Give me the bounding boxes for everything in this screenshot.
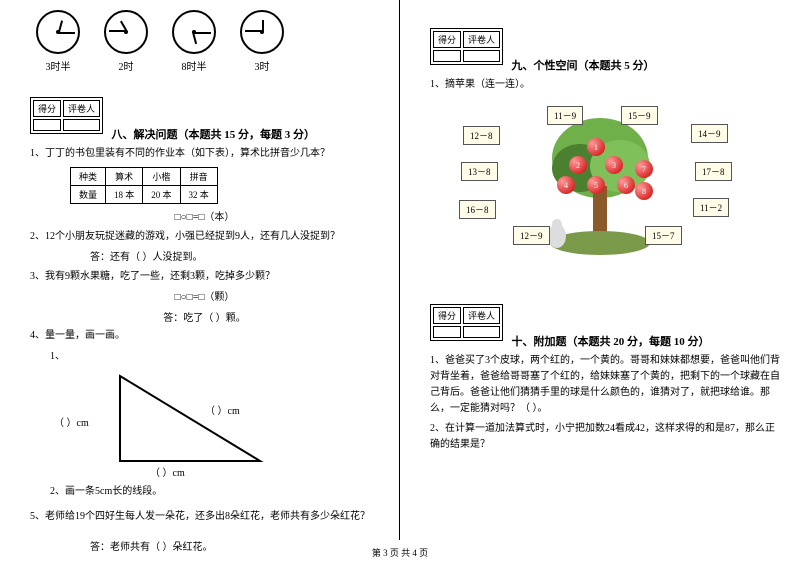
equation-box: 17－8 (695, 162, 732, 181)
apple-4: 4 (557, 176, 575, 194)
equation-box: 11－2 (693, 198, 729, 217)
clock-4: 3时 (240, 10, 284, 73)
q8-3-formula: □○□=□（颗） (30, 288, 379, 303)
left-column: 3时半 2时 8时半 3时 得分 评卷人 八、解决问题（本题共 15 (0, 0, 400, 540)
section-9-header: 得分 评卷人 九、个性空间（本题共 5 分） (430, 10, 780, 73)
q8-1-formula: □○□=□（本） (30, 208, 379, 223)
section-9-title: 九、个性空间（本题共 5 分） (512, 60, 655, 72)
q8-2: 2、12个小朋友玩捉迷藏的游戏，小强已经捉到9人，还有几人没捉到？ (30, 229, 379, 244)
triangle-svg (90, 366, 290, 471)
apple-8: 8 (635, 182, 653, 200)
section-10-title: 十、附加题（本题共 20 分，每题 10 分） (512, 336, 710, 348)
workbook-table: 种类 算术 小楷 拼音 数量 18 本 20 本 32 本 (70, 167, 218, 204)
q10-1: 1、爸爸买了3个皮球，两个红的，一个黄的。哥哥和妹妹都想要，爸爸叫他们背对背坐着… (430, 353, 780, 417)
clock-label: 3时半 (36, 58, 80, 73)
clock-2: 2时 (104, 10, 148, 73)
apple-5: 5 (587, 176, 605, 194)
clock-row: 3时半 2时 8时半 3时 (36, 10, 379, 73)
equation-box: 15－7 (645, 226, 682, 245)
equation-box: 16－8 (459, 200, 496, 219)
page-footer: 第 3 页 共 4 页 (0, 546, 800, 559)
clock-3: 8时半 (172, 10, 216, 73)
q8-3-ans: 答：吃了（ ）颗。 (30, 309, 379, 324)
section-8-header: 得分 评卷人 八、解决问题（本题共 15 分，每题 3 分） (30, 79, 379, 142)
tri-left-label: （ ）cm (54, 414, 89, 429)
score-grader-box: 得分 评卷人 (30, 97, 103, 134)
score-label: 得分 (433, 31, 461, 48)
section-8-title: 八、解决问题（本题共 15 分，每题 3 分） (112, 129, 316, 141)
tri-bottom-label: （ ）cm (150, 464, 185, 479)
grader-label: 评卷人 (63, 100, 100, 117)
apple-7: 7 (635, 160, 653, 178)
apple-3: 3 (605, 156, 623, 174)
q8-4-2: 2、画一条5cm长的线段。 (50, 484, 379, 499)
q8-3: 3、我有9颗水果糖，吃了一些，还剩3颗，吃掉多少颗？ (30, 269, 379, 284)
tri-right-label: （ ）cm (205, 402, 240, 417)
equation-box: 11－9 (547, 106, 583, 125)
clock-label: 3时 (240, 58, 284, 73)
grader-label: 评卷人 (463, 307, 500, 324)
equation-box: 14－9 (691, 124, 728, 143)
equation-box: 13－8 (461, 162, 498, 181)
clock-label: 2时 (104, 58, 148, 73)
right-column: 得分 评卷人 九、个性空间（本题共 5 分） 1、摘苹果（连一连）。 123 45… (400, 0, 800, 540)
apple-2: 2 (569, 156, 587, 174)
score-label: 得分 (433, 307, 461, 324)
q9-1: 1、摘苹果（连一连）。 (430, 77, 780, 92)
triangle-diagram: （ ）cm （ ）cm （ ）cm (90, 366, 290, 476)
apple-tree-diagram: 123 4567 8 12－8 11－9 13－8 16－8 12－9 15－9 14－9 17－… (435, 98, 775, 268)
score-grader-box: 得分 评卷人 (430, 28, 503, 65)
grader-label: 评卷人 (463, 31, 500, 48)
equation-box: 12－9 (513, 226, 550, 245)
apple-6: 6 (617, 176, 635, 194)
q8-4: 4、量一量，画一画。 (30, 328, 379, 343)
clock-label: 8时半 (172, 58, 216, 73)
q8-1: 1、丁丁的书包里装有不同的作业本（如下表），算术比拼音少几本？ (30, 146, 379, 161)
score-grader-box: 得分 评卷人 (430, 304, 503, 341)
clock-1: 3时半 (36, 10, 80, 73)
score-label: 得分 (33, 100, 61, 117)
equation-box: 15－9 (621, 106, 658, 125)
q8-5: 5、老师给19个四好生每人发一朵花，还多出8朵红花，老师共有多少朵红花？ (30, 509, 379, 524)
equation-box: 12－8 (463, 126, 500, 145)
section-10-header: 得分 评卷人 十、附加题（本题共 20 分，每题 10 分） (430, 286, 780, 349)
q10-2: 2、在计算一道加法算式时，小宁把加数24看成42，这样求得的和是87，那么正确的… (430, 421, 780, 453)
apple-1: 1 (587, 138, 605, 156)
q8-2-ans: 答：还有（ ）人没捉到。 (90, 248, 379, 263)
